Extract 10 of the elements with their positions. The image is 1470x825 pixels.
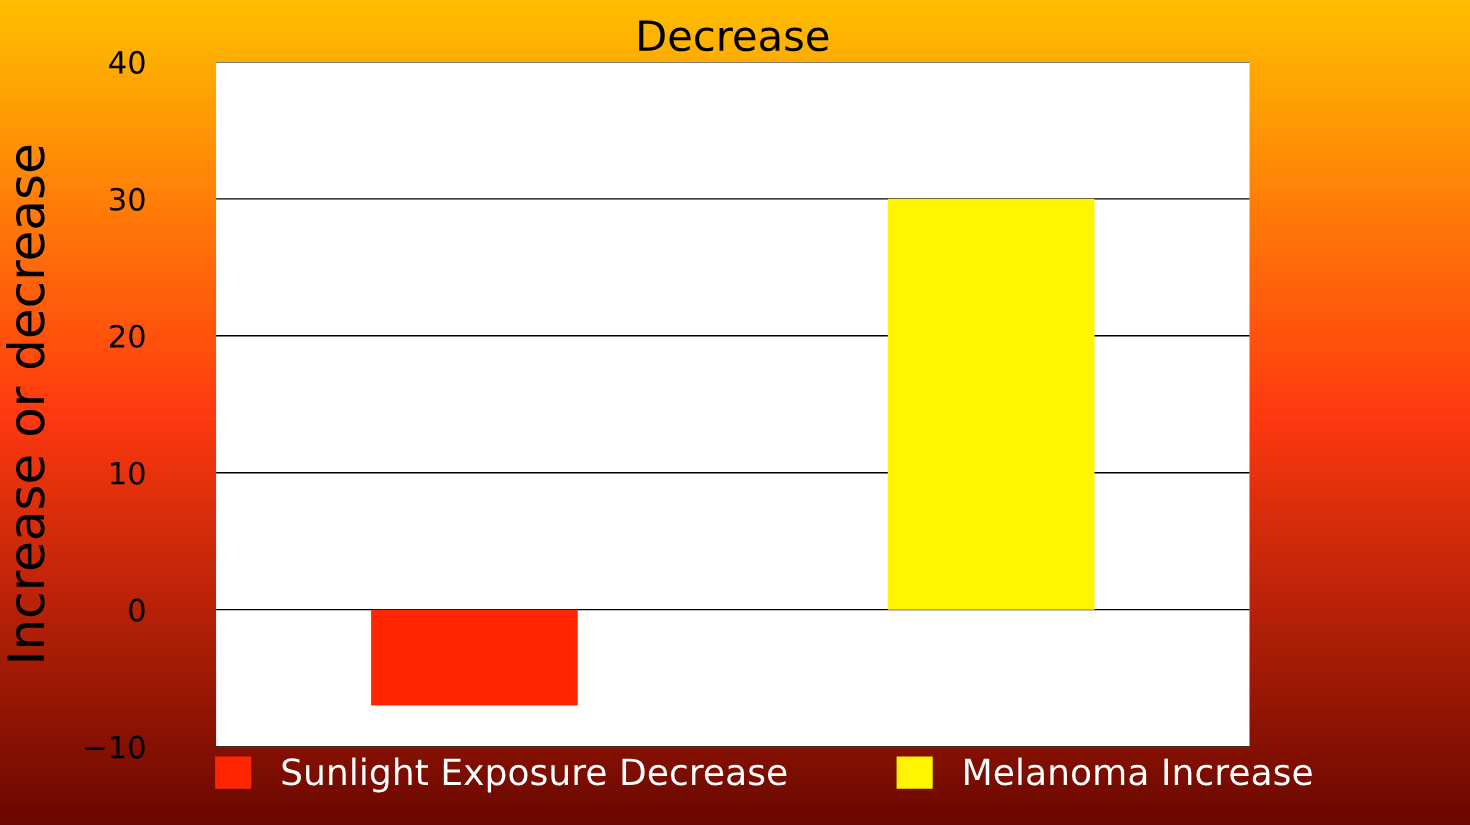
- y-tick-label: 40: [109, 50, 145, 74]
- legend-label: Sunlight Exposure Decrease: [282, 757, 787, 793]
- y-tick-label: 20: [110, 324, 145, 348]
- y-tick-label: 0: [129, 598, 145, 622]
- y-tick-label: 10: [111, 461, 145, 485]
- y-axis-title: Increase or decrease: [5, 145, 45, 661]
- y-tick-label: 30: [110, 187, 145, 211]
- legend-label: Melanoma Increase: [965, 757, 1312, 786]
- y-tick-label: −10: [85, 735, 145, 759]
- chart-title: Decrease: [639, 20, 829, 52]
